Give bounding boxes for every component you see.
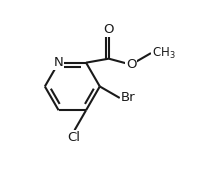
Text: O: O [103,23,114,36]
Text: Cl: Cl [67,131,80,144]
Text: CH$_3$: CH$_3$ [152,46,176,61]
Text: O: O [126,58,136,71]
Text: N: N [54,56,63,69]
Text: Br: Br [121,91,135,104]
